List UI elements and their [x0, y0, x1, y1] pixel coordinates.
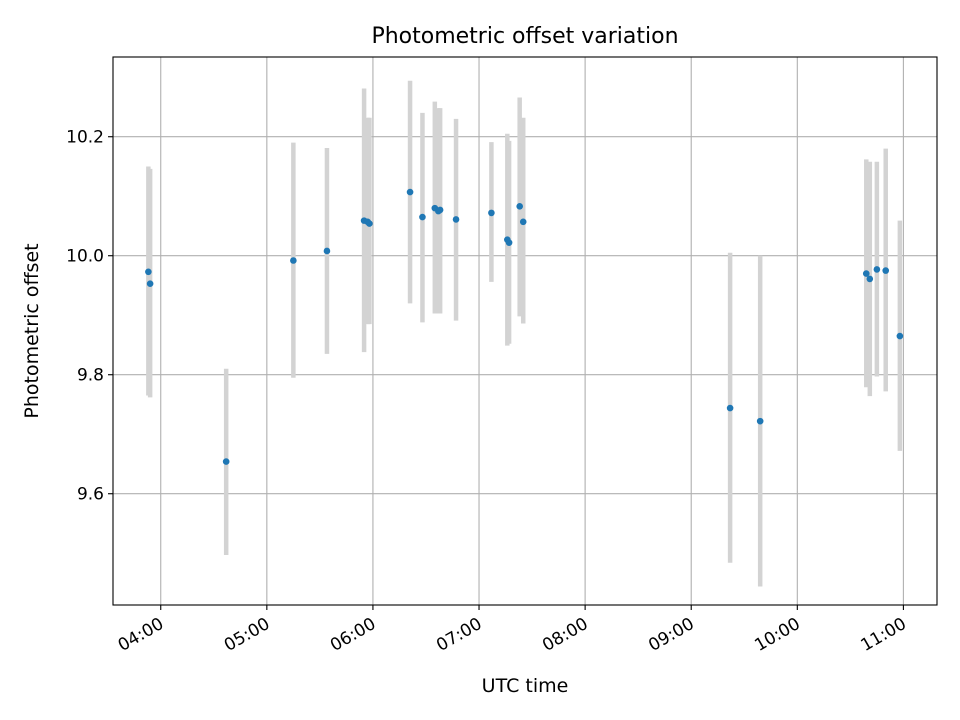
chart-title: Photometric offset variation	[371, 24, 678, 49]
data-point	[366, 220, 373, 227]
y-tick-label: 10.2	[66, 128, 104, 148]
data-points	[145, 188, 904, 465]
grid	[113, 57, 937, 605]
data-point	[323, 247, 331, 255]
data-point	[452, 216, 460, 223]
y-tick-label: 10.0	[66, 247, 104, 267]
y-axis-label: Photometric offset	[21, 243, 43, 418]
data-point	[756, 417, 764, 425]
y-axis-ticks: 9.6 9.8 10.0 10.2	[66, 128, 113, 505]
data-point	[436, 206, 444, 214]
data-point	[488, 209, 495, 217]
data-point	[866, 275, 874, 283]
data-point	[290, 257, 297, 264]
data-point	[896, 332, 904, 340]
data-point	[882, 267, 890, 274]
plot-frame	[112, 56, 938, 606]
data-point	[505, 239, 513, 246]
data-point	[873, 266, 881, 273]
x-axis-label: UTC time	[482, 675, 569, 697]
data-point	[419, 213, 426, 221]
data-point	[519, 218, 527, 226]
y-tick-label: 9.8	[77, 366, 104, 386]
data-point	[222, 458, 230, 465]
data-point	[406, 188, 414, 196]
data-point	[516, 203, 523, 210]
y-tick-label: 9.6	[77, 485, 104, 505]
data-point	[145, 268, 152, 276]
data-point	[862, 270, 870, 277]
data-point	[146, 280, 154, 287]
data-point	[726, 404, 734, 412]
